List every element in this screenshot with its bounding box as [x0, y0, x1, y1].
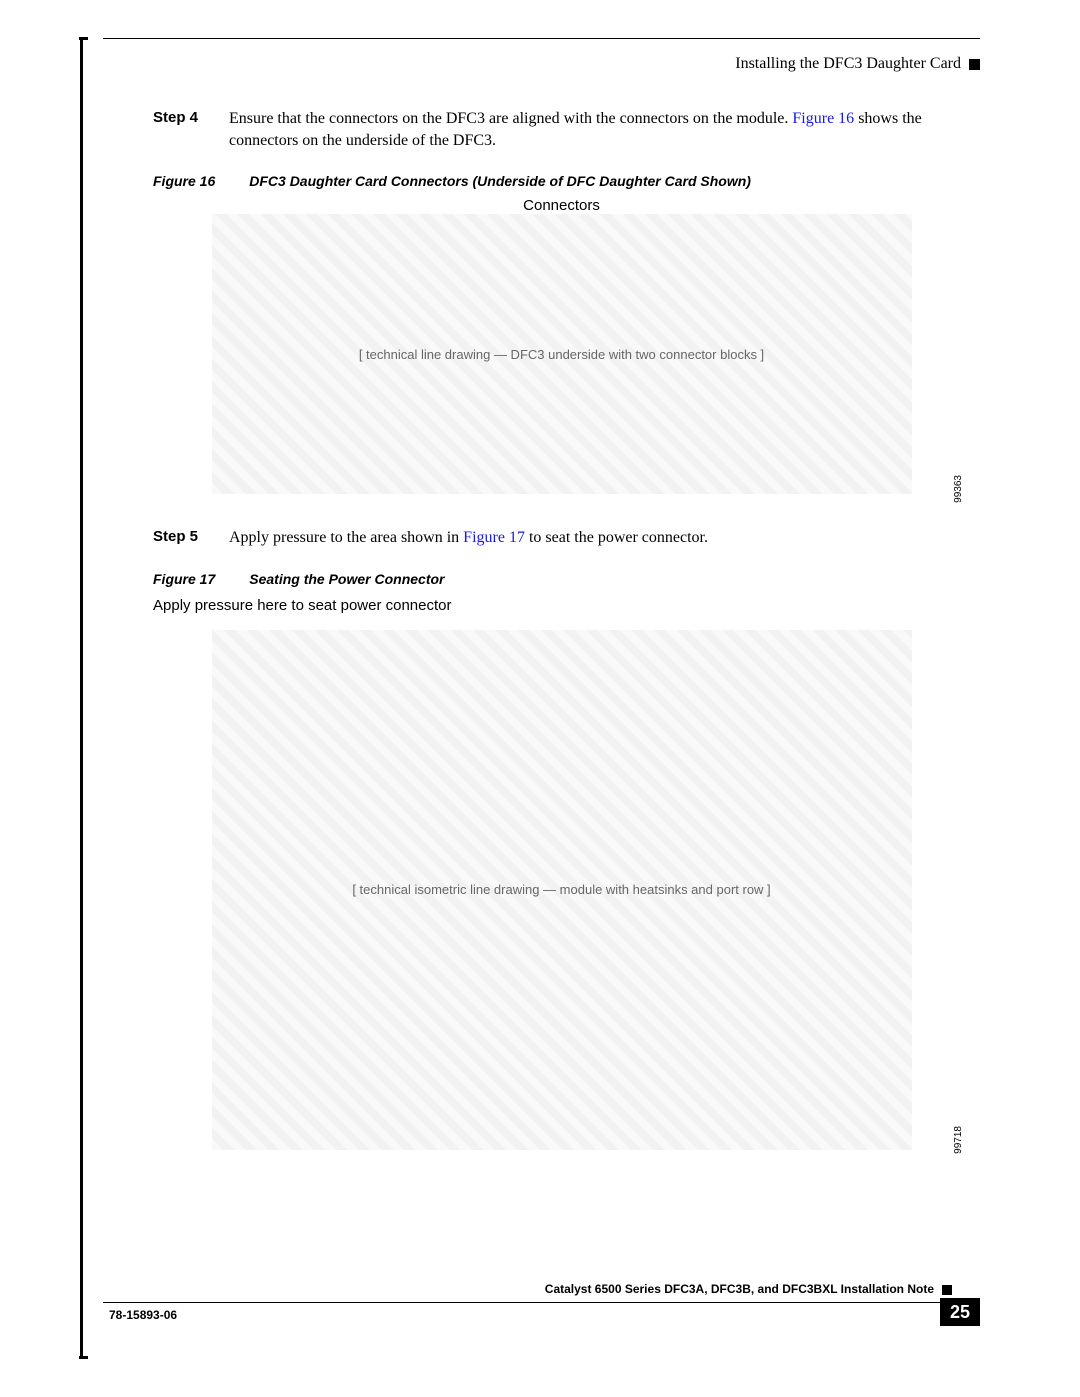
header-section-title: Installing the DFC3 Daughter Card: [735, 55, 961, 73]
figure-16-caption: Figure 16 DFC3 Daughter Card Connectors …: [153, 173, 970, 189]
header-square-icon: [969, 59, 980, 70]
figure-ref-link[interactable]: Figure 16: [792, 110, 854, 127]
step-5: Step 5 Apply pressure to the area shown …: [153, 527, 970, 549]
step-text-a: Apply pressure to the area shown in: [229, 529, 463, 546]
content-area: Step 4 Ensure that the connectors on the…: [153, 108, 970, 1178]
footer-doc-title: Catalyst 6500 Series DFC3A, DFC3B, and D…: [545, 1282, 934, 1296]
figure-16: Connectors [ technical line drawing — DF…: [153, 199, 970, 509]
figure-ref-link[interactable]: Figure 17: [463, 529, 525, 546]
step-label: Step 5: [153, 527, 209, 549]
figure-number: Figure 16: [153, 173, 215, 189]
figure-number: Figure 17: [153, 571, 215, 587]
crop-mark-bottom: [79, 1356, 88, 1359]
page-frame: Installing the DFC3 Daughter Card Step 4…: [80, 38, 1000, 1358]
page-footer: Catalyst 6500 Series DFC3A, DFC3B, and D…: [103, 1302, 980, 1358]
header-rule: [103, 38, 980, 39]
figure-16-diagram-placeholder: [ technical line drawing — DFC3 undersid…: [212, 214, 912, 494]
figure-17-note: Apply pressure here to seat power connec…: [153, 597, 970, 614]
running-header: Installing the DFC3 Daughter Card: [83, 52, 1000, 76]
step-4: Step 4 Ensure that the connectors on the…: [153, 108, 970, 151]
figure-17-caption: Figure 17 Seating the Power Connector: [153, 571, 970, 587]
footer-square-icon: [942, 1285, 952, 1295]
figure-title: DFC3 Daughter Card Connectors (Underside…: [249, 173, 751, 189]
step-text-a: Ensure that the connectors on the DFC3 a…: [229, 110, 792, 127]
step-label: Step 4: [153, 108, 209, 151]
footer-rule: [103, 1302, 980, 1303]
figure-title: Seating the Power Connector: [249, 571, 444, 587]
figure-callout-connectors: Connectors: [519, 197, 604, 214]
step-text: Apply pressure to the area shown in Figu…: [229, 527, 708, 549]
step-text-b: to seat the power connector.: [525, 529, 708, 546]
figure-17-diagram-placeholder: [ technical isometric line drawing — mod…: [212, 630, 912, 1150]
page-number: 25: [940, 1298, 980, 1326]
figure-17: [ technical isometric line drawing — mod…: [153, 620, 970, 1160]
figure-image-id: 99363: [953, 475, 964, 503]
step-text: Ensure that the connectors on the DFC3 a…: [229, 108, 970, 151]
crop-mark-top: [79, 37, 88, 40]
footer-part-number: 78-15893-06: [109, 1308, 177, 1322]
figure-image-id: 99718: [953, 1126, 964, 1154]
